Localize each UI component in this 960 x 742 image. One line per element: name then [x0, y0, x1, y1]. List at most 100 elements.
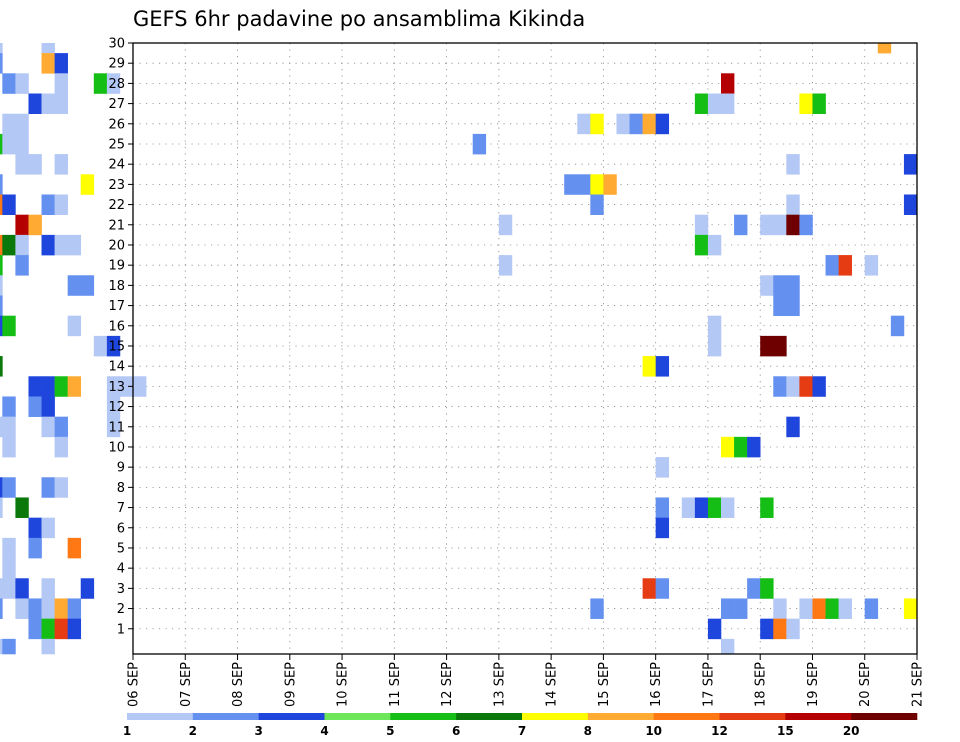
- heatmap-cell: [734, 436, 748, 458]
- legend-color-swatch: [785, 713, 852, 720]
- heatmap-cell: [54, 93, 68, 114]
- heatmap-cell: [41, 234, 55, 256]
- data-cells: [0, 43, 918, 655]
- legend-color-swatch: [390, 713, 457, 720]
- heatmap-cell: [0, 53, 3, 74]
- heatmap-cell: [28, 618, 42, 640]
- y-tick-label: 21: [108, 218, 125, 233]
- heatmap-cell: [67, 234, 82, 256]
- heatmap-cell: [0, 295, 3, 316]
- heatmap-cell: [67, 618, 82, 640]
- heatmap-cell: [734, 214, 748, 236]
- y-tick-label: 20: [108, 238, 125, 253]
- legend-color-swatch: [851, 713, 918, 720]
- heatmap-cell: [812, 93, 826, 114]
- legend-label: 6: [452, 724, 460, 738]
- heatmap-cell: [864, 598, 879, 619]
- y-tick-label: 23: [108, 178, 125, 193]
- heatmap-cell: [0, 174, 3, 195]
- y-tick-label: 25: [108, 137, 125, 152]
- heatmap-cell: [721, 436, 735, 458]
- y-tick-label: 24: [108, 158, 125, 173]
- heatmap-cell: [760, 578, 774, 599]
- heatmap-cell: [812, 598, 826, 619]
- heatmap-cell: [786, 416, 800, 438]
- heatmap-cell: [2, 436, 16, 458]
- heatmap-cell: [825, 598, 839, 619]
- heatmap-cell: [760, 497, 774, 518]
- heatmap-cell: [28, 517, 42, 539]
- heatmap-cell: [41, 194, 55, 215]
- heatmap-cell: [54, 436, 68, 458]
- heatmap-cell: [786, 194, 800, 215]
- heatmap-cell: [28, 93, 42, 114]
- heatmap-cell: [773, 598, 787, 619]
- heatmap-cell: [15, 497, 29, 518]
- heatmap-cell: [760, 335, 774, 357]
- heatmap-cell: [603, 174, 617, 195]
- heatmap-cell: [838, 598, 852, 619]
- y-tick-label: 1: [117, 622, 125, 637]
- heatmap-cell: [54, 234, 68, 256]
- heatmap-cell: [655, 517, 670, 539]
- heatmap-cell: [786, 154, 800, 175]
- heatmap-cell: [590, 174, 604, 195]
- heatmap-cell: [838, 255, 852, 276]
- heatmap-cell: [54, 73, 68, 94]
- heatmap-cell: [734, 598, 748, 619]
- legend-label: 2: [189, 724, 197, 738]
- heatmap-cell: [41, 396, 55, 417]
- heatmap-cell: [106, 73, 121, 94]
- heatmap-cell: [15, 214, 29, 236]
- heatmap-cell: [655, 457, 670, 478]
- y-tick-label: 11: [108, 420, 125, 435]
- grid-lines: [133, 42, 917, 654]
- heatmap-cell: [2, 73, 16, 94]
- x-tick-label: 13 SEP: [492, 662, 507, 707]
- heatmap-cell: [15, 133, 29, 155]
- legend-label: 20: [843, 724, 860, 738]
- legend-label: 12: [711, 724, 728, 738]
- heatmap-cell: [67, 598, 82, 619]
- heatmap-cell: [54, 477, 68, 498]
- legend-label: 3: [254, 724, 262, 738]
- y-tick-label: 15: [108, 339, 125, 354]
- heatmap-cell: [799, 376, 813, 397]
- heatmap-cell: [655, 578, 670, 599]
- heatmap-cell: [15, 234, 29, 256]
- heatmap-cell: [773, 376, 787, 397]
- legend-label: 7: [518, 724, 526, 738]
- y-tick-label: 29: [108, 57, 125, 72]
- x-tick-label: 12 SEP: [440, 662, 455, 707]
- y-tick-label: 5: [117, 541, 125, 556]
- heatmap-cell: [0, 133, 3, 155]
- heatmap-cell: [15, 255, 29, 276]
- x-tick-label: 17 SEP: [701, 662, 716, 707]
- y-axis-ticks: 1234567891011121314151617181920212223242…: [108, 37, 133, 637]
- heatmap-cell: [903, 154, 918, 175]
- heatmap-cell: [721, 638, 735, 655]
- heatmap-cell: [2, 537, 16, 559]
- y-tick-label: 26: [108, 117, 125, 132]
- heatmap-cell: [119, 376, 134, 397]
- y-tick-label: 19: [108, 259, 125, 274]
- heatmap-cell: [642, 113, 656, 135]
- heatmap-cell: [786, 618, 800, 640]
- legend-label: 1: [123, 724, 131, 738]
- heatmap-cell: [773, 618, 787, 640]
- heatmap-cell: [694, 497, 709, 518]
- heatmap-cell: [0, 477, 3, 498]
- heatmap-cell: [0, 194, 3, 215]
- legend-color-swatch: [324, 713, 391, 720]
- x-tick-label: 21 SEP: [911, 662, 926, 707]
- heatmap-cell: [577, 113, 591, 135]
- heatmap-cell: [41, 93, 55, 114]
- heatmap-cell: [41, 618, 55, 640]
- x-tick-label: 19 SEP: [806, 662, 821, 707]
- legend-color-swatch: [653, 713, 720, 720]
- heatmap-cell: [825, 255, 839, 276]
- heatmap-cell: [28, 376, 42, 397]
- heatmap-cell: [28, 537, 42, 559]
- legend-color-swatch: [587, 713, 654, 720]
- heatmap-cell: [0, 234, 3, 256]
